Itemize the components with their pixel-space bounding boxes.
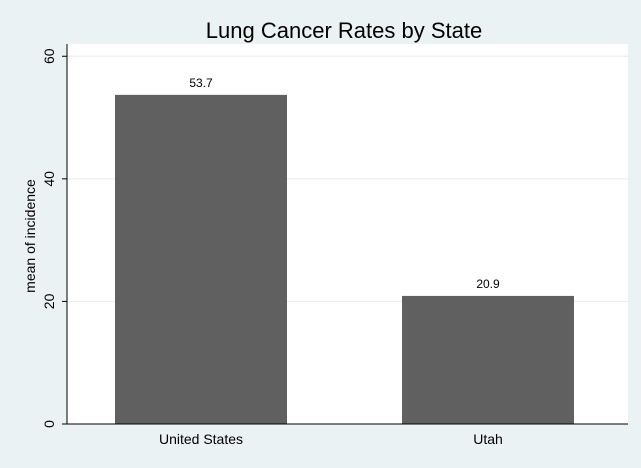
x-tick-label: United States	[159, 431, 243, 447]
bar-united-states	[115, 94, 287, 424]
y-tick-label: 20	[41, 293, 57, 309]
y-tick-label: 0	[41, 420, 57, 428]
x-tick-label: Utah	[473, 431, 503, 447]
chart-title: Lung Cancer Rates by State	[206, 18, 482, 43]
data-label: 20.9	[476, 277, 500, 291]
y-axis-title: mean of incidence	[22, 179, 38, 293]
y-tick-label: 40	[41, 171, 57, 187]
data-label: 53.7	[189, 76, 213, 90]
axes: 0 20 40 60	[41, 44, 628, 428]
bars: 53.7 United States 20.9 Utah	[115, 76, 574, 447]
y-tick-label: 60	[41, 48, 57, 64]
bar-utah	[402, 295, 574, 424]
